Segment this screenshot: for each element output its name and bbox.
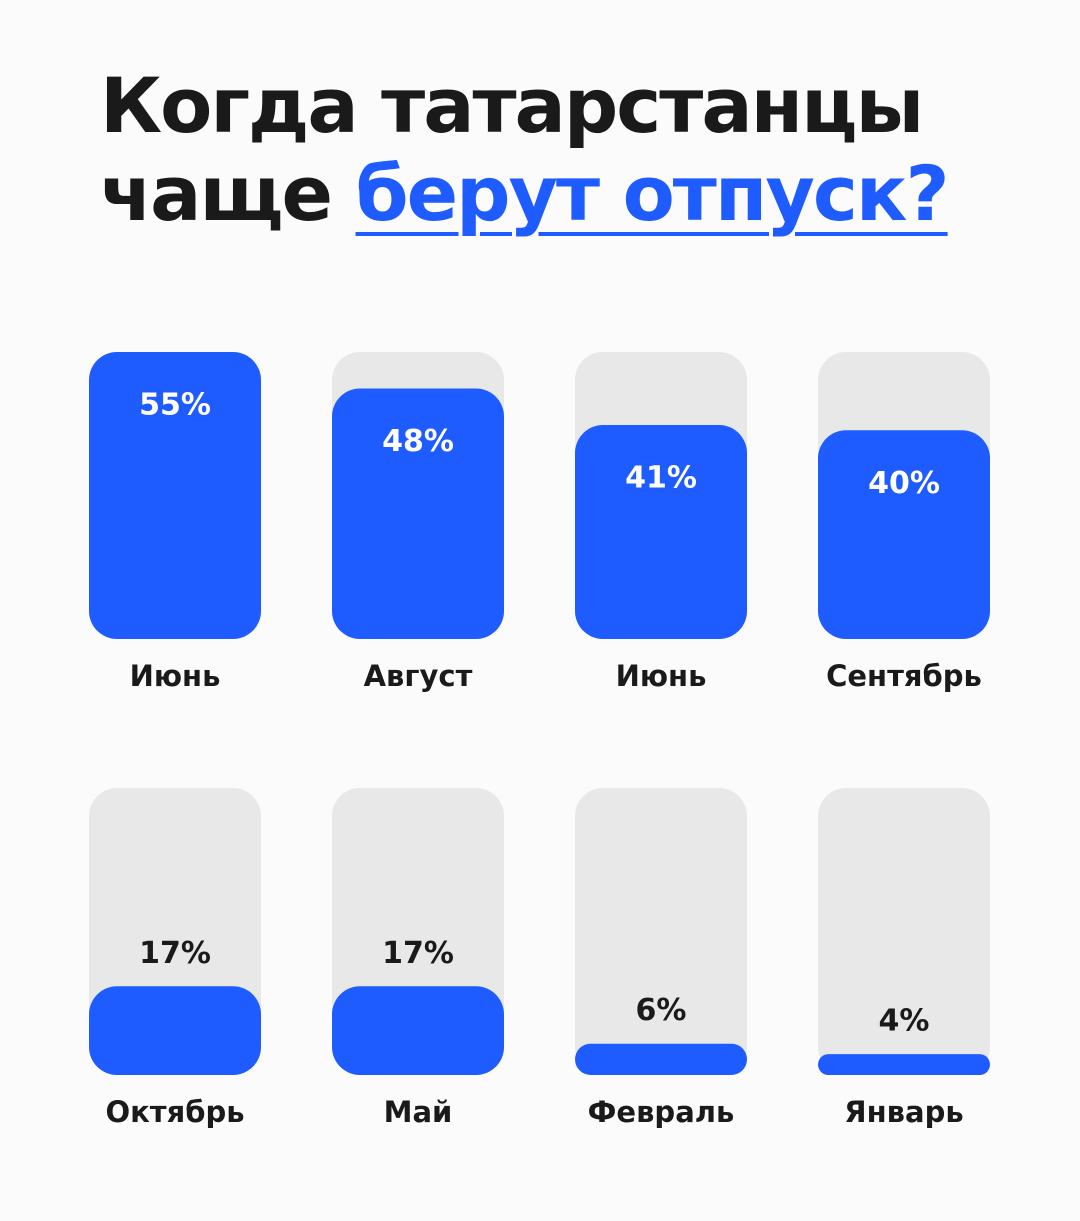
category-label: Август	[364, 659, 473, 693]
bar-track	[575, 788, 747, 1075]
value-label: 17%	[139, 936, 211, 971]
bar	[818, 1054, 990, 1075]
category-label: Октябрь	[105, 1095, 244, 1129]
chart-title: Когда татарстанцы чаще берут отпуск?	[100, 62, 960, 238]
bar	[89, 352, 261, 639]
value-label: 17%	[382, 936, 454, 971]
value-label: 48%	[382, 424, 454, 459]
value-label: 55%	[139, 388, 211, 423]
bar	[332, 388, 504, 639]
value-label: 40%	[868, 466, 940, 501]
bar	[575, 1043, 747, 1075]
category-label: Февраль	[588, 1095, 735, 1129]
category-label: Январь	[844, 1095, 963, 1129]
category-label: Июнь	[616, 659, 707, 693]
category-label: Сентябрь	[826, 659, 982, 693]
bar	[89, 986, 261, 1075]
category-label: Июнь	[130, 659, 221, 693]
bar	[332, 986, 504, 1075]
value-label: 6%	[636, 993, 687, 1028]
bar	[818, 430, 990, 639]
category-label: Май	[384, 1095, 453, 1129]
bar	[575, 425, 747, 639]
value-label: 4%	[879, 1004, 930, 1039]
title-text: Когда татарстанцы чаще	[100, 61, 924, 238]
title-highlight: берут отпуск?	[355, 149, 950, 238]
bar-track	[818, 788, 990, 1075]
value-label: 41%	[625, 461, 697, 496]
